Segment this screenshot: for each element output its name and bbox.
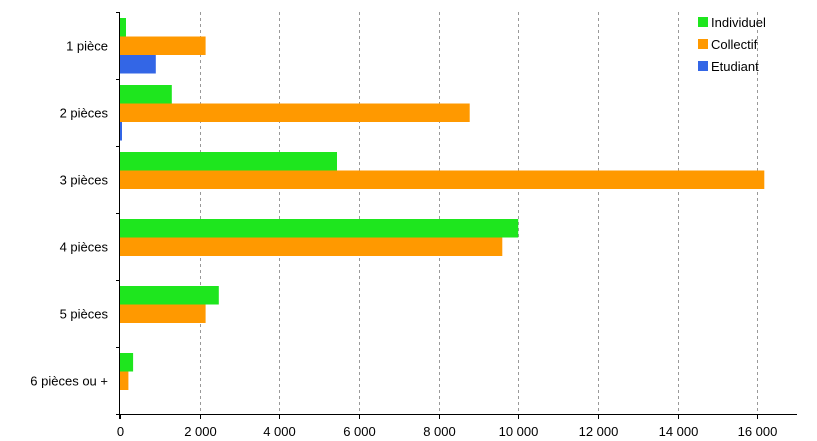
category-labels: 1 pièce 2 pièces 3 pièces 4 pièces 5 pièces 6… <box>30 39 108 389</box>
x-tick-label: 0 <box>117 424 124 439</box>
category-label: 3 pièces <box>60 173 109 188</box>
bar-collectif <box>120 237 503 256</box>
x-tick-label: 6 000 <box>343 424 376 439</box>
bar-etudiant <box>120 122 122 141</box>
bar-individuel <box>120 18 126 37</box>
legend-swatch <box>698 61 708 71</box>
bar-individuel <box>120 152 337 171</box>
bar-collectif <box>120 170 765 189</box>
category-label: 2 pièces <box>60 106 109 121</box>
x-tick-label: 16 000 <box>738 424 778 439</box>
legend-swatch <box>698 17 708 27</box>
bars <box>120 18 765 390</box>
legend-label: Etudiant <box>711 59 759 74</box>
bar-collectif <box>120 103 470 122</box>
bar-individuel <box>120 286 219 305</box>
bar-collectif <box>120 304 206 323</box>
legend-label: Individuel <box>711 15 766 30</box>
bar-collectif <box>120 371 129 390</box>
x-tick-label: 8 000 <box>423 424 456 439</box>
x-tick-label: 2 000 <box>184 424 217 439</box>
x-tick-label: 4 000 <box>263 424 296 439</box>
bar-individuel <box>120 219 519 238</box>
category-label: 5 pièces <box>60 307 109 322</box>
category-label: 6 pièces ou + <box>30 374 108 389</box>
bar-individuel <box>120 85 172 104</box>
grid-lines <box>200 12 758 414</box>
category-label: 1 pièce <box>66 39 108 54</box>
bar-etudiant <box>120 55 156 74</box>
x-tick-labels: 0 2 000 4 000 6 000 8 000 10 000 12 000 14 000 1… <box>117 424 778 439</box>
bar-collectif <box>120 36 206 55</box>
x-tick-label: 10 000 <box>499 424 539 439</box>
legend-swatch <box>698 39 708 49</box>
axes <box>116 12 797 419</box>
x-tick-label: 14 000 <box>659 424 699 439</box>
bar-individuel <box>120 353 134 372</box>
legend-label: Collectif <box>711 37 758 52</box>
x-tick-label: 12 000 <box>579 424 619 439</box>
category-label: 4 pièces <box>60 240 109 255</box>
legend: Individuel Collectif Etudiant <box>698 15 766 74</box>
